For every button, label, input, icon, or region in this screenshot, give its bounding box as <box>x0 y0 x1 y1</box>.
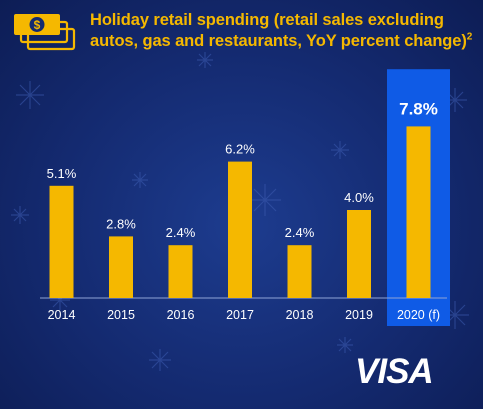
bar-0 <box>49 185 74 298</box>
bar-value-label-6: 7.8% <box>399 99 438 118</box>
bar-value-label-5: 4.0% <box>344 190 374 205</box>
x-tick-label-3: 2017 <box>226 308 254 322</box>
bar-1 <box>109 236 133 298</box>
visa-logo: VISA <box>355 352 434 391</box>
bar-value-label-2: 2.4% <box>166 225 196 240</box>
money-stack-icon: $ <box>14 14 76 51</box>
bar-value-label-4: 2.4% <box>285 225 315 240</box>
x-tick-label-5: 2019 <box>345 308 373 322</box>
svg-text:$: $ <box>34 18 41 32</box>
x-tick-label-4: 2018 <box>286 308 314 322</box>
bar-2 <box>168 245 193 298</box>
x-tick-label-6: 2020 (f) <box>397 308 440 322</box>
bar-5 <box>347 210 371 298</box>
bar-value-label-1: 2.8% <box>106 216 136 231</box>
bar-6 <box>406 126 431 299</box>
bar-value-label-3: 6.2% <box>225 142 255 157</box>
title-footnote-marker: 2 <box>466 31 473 43</box>
bar-value-label-0: 5.1% <box>47 166 77 181</box>
chart-title-text: Holiday retail spending (retail sales ex… <box>90 11 467 50</box>
x-tick-label-1: 2015 <box>107 308 135 322</box>
x-tick-label-0: 2014 <box>48 308 76 322</box>
chart-title: Holiday retail spending (retail sales ex… <box>90 10 475 52</box>
bar-3 <box>228 161 252 298</box>
x-tick-label-2: 2016 <box>167 308 195 322</box>
bar-4 <box>287 245 312 298</box>
